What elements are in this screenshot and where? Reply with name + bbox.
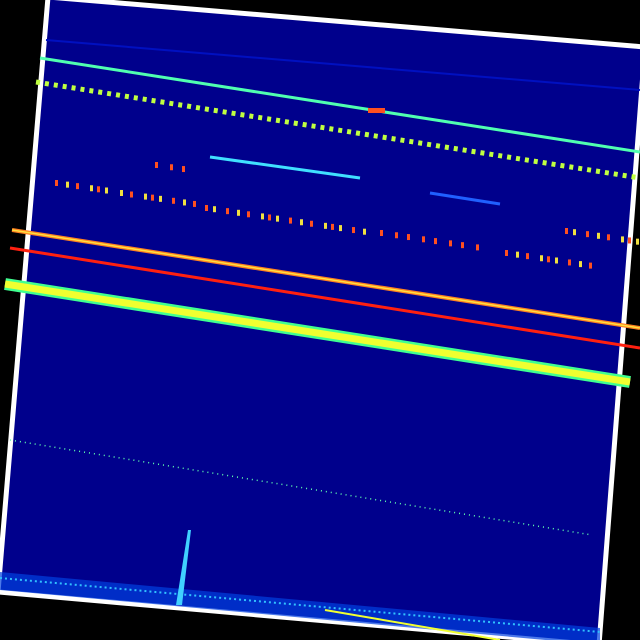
burst-dash bbox=[565, 228, 568, 234]
burst-dash bbox=[144, 193, 147, 200]
burst-dash bbox=[422, 236, 425, 243]
cyan-trace bbox=[39, 56, 640, 154]
burst-dash bbox=[226, 208, 229, 215]
burst-dash bbox=[151, 194, 154, 201]
burst-dash bbox=[407, 234, 410, 241]
burst-dash bbox=[573, 229, 576, 236]
burst-dash bbox=[579, 261, 582, 268]
burst-dash bbox=[247, 211, 250, 218]
burst-dash bbox=[261, 213, 264, 220]
burst-dash bbox=[352, 227, 355, 234]
bottom-trace bbox=[324, 609, 501, 640]
burst-dash bbox=[380, 230, 383, 236]
burst-dash bbox=[395, 232, 398, 239]
burst-dash bbox=[555, 257, 558, 264]
burst-dash bbox=[461, 242, 464, 249]
dotted-trace bbox=[35, 79, 640, 181]
signal-traces bbox=[0, 39, 640, 640]
burst-dash bbox=[547, 256, 550, 263]
burst-dash bbox=[205, 205, 208, 211]
burst-dash bbox=[339, 225, 342, 232]
burst-dash bbox=[434, 238, 437, 245]
burst-dash bbox=[97, 186, 100, 193]
short-trace bbox=[209, 155, 361, 180]
burst-dash bbox=[636, 238, 639, 245]
burst-dash bbox=[324, 222, 327, 229]
burst-dash bbox=[170, 164, 173, 171]
burst-dash bbox=[66, 181, 69, 188]
burst-dash bbox=[586, 231, 589, 238]
impulse-spike bbox=[176, 530, 191, 605]
burst-dash bbox=[526, 253, 529, 260]
burst-dash bbox=[76, 183, 79, 190]
burst-dash bbox=[628, 237, 631, 244]
burst-dash bbox=[237, 209, 240, 216]
burst-dash bbox=[363, 228, 366, 235]
burst-dash bbox=[300, 219, 303, 226]
burst-dash bbox=[268, 214, 271, 221]
burst-dash bbox=[568, 259, 571, 266]
burst-dash bbox=[597, 232, 600, 239]
burst-dash bbox=[589, 262, 592, 269]
faint-trace bbox=[45, 39, 640, 91]
burst-dash bbox=[607, 234, 610, 241]
burst-dash bbox=[516, 251, 519, 258]
burst-dash bbox=[449, 240, 452, 247]
burst-dash bbox=[183, 199, 186, 206]
burst-dash bbox=[331, 223, 334, 230]
burst-dash bbox=[540, 255, 543, 262]
burst-dash bbox=[172, 197, 175, 204]
burst-dash bbox=[476, 244, 479, 251]
burst-dash bbox=[90, 185, 93, 192]
burst-dash bbox=[155, 162, 158, 168]
wideband-signal-core bbox=[4, 280, 631, 386]
burst-dash bbox=[213, 206, 216, 213]
short-trace bbox=[429, 191, 501, 206]
burst-dash bbox=[55, 180, 58, 186]
red-trace bbox=[9, 246, 640, 350]
burst-dash bbox=[182, 166, 185, 173]
burst-dash bbox=[130, 191, 133, 198]
noise-floor-trace bbox=[0, 577, 601, 633]
burst-dash bbox=[310, 220, 313, 227]
orange-trace-core bbox=[11, 229, 640, 329]
burst-dash bbox=[505, 250, 508, 256]
burst-dash bbox=[193, 200, 196, 207]
burst-dash bbox=[289, 217, 292, 224]
burst-dash bbox=[621, 236, 624, 243]
burst-markers bbox=[55, 162, 639, 269]
burst-dash bbox=[120, 190, 123, 196]
burst-dash bbox=[159, 195, 162, 202]
burst-dash bbox=[276, 215, 279, 222]
burst bbox=[368, 108, 385, 113]
burst-dash bbox=[105, 187, 108, 194]
